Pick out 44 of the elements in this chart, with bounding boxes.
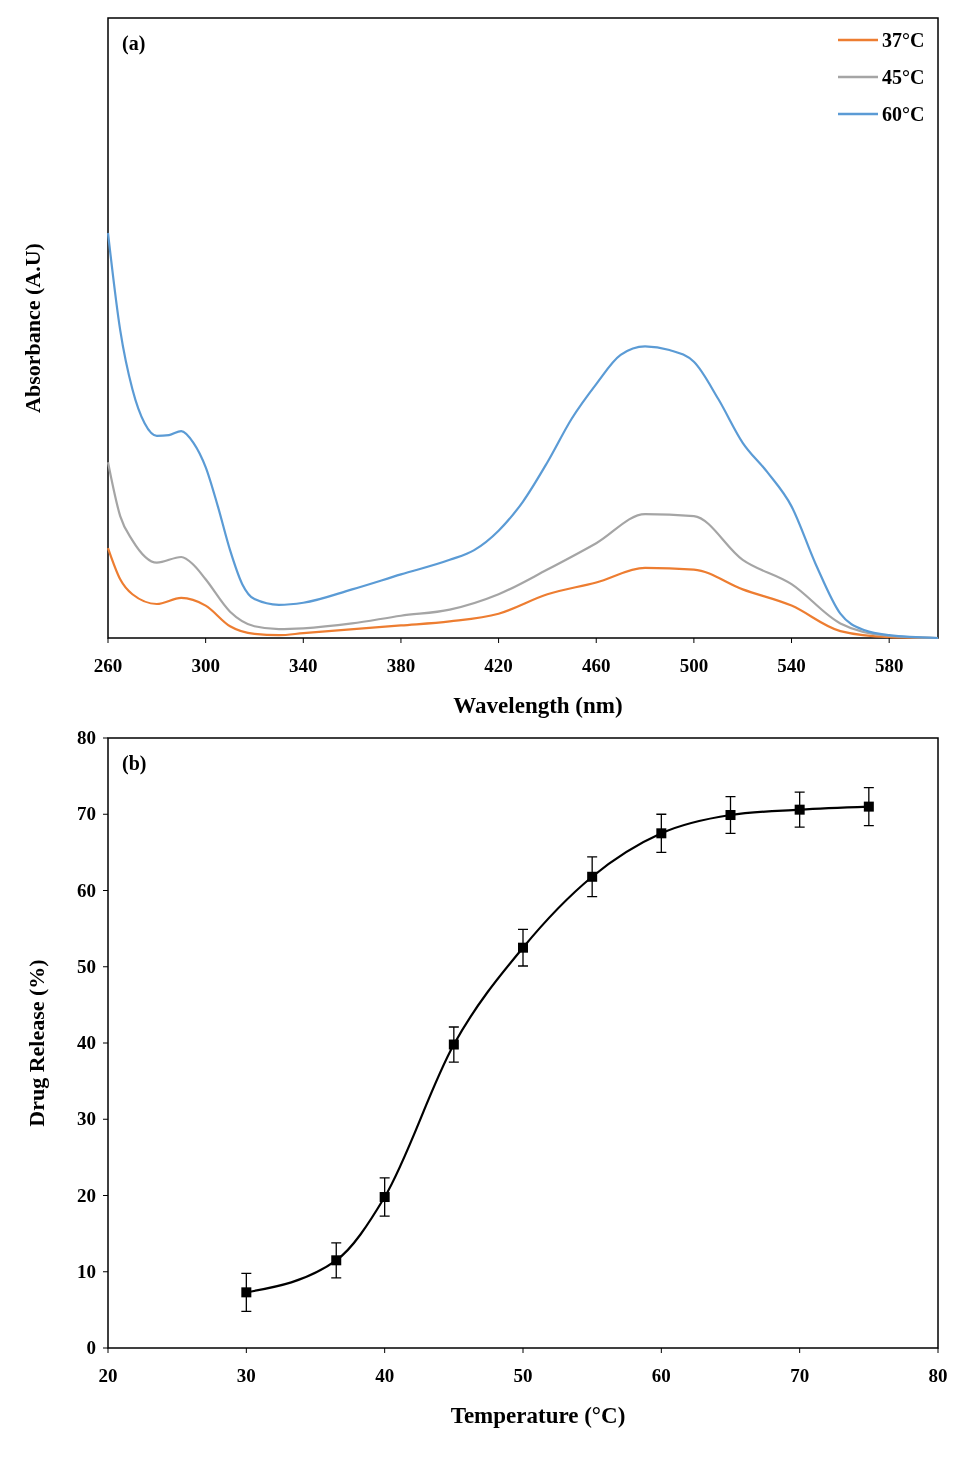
text: (b): [122, 752, 147, 775]
x-tick-label: 260: [93, 655, 123, 676]
y-tick-label: 70: [77, 803, 96, 825]
y-tick-label: 10: [77, 1260, 96, 1282]
legend-label: 37°C: [882, 29, 925, 51]
point: [379, 1192, 390, 1203]
y-tick-label: 40: [77, 1032, 96, 1053]
point: [241, 1287, 252, 1298]
x-tick-label: 380: [386, 655, 416, 676]
point: [587, 871, 598, 882]
x-tick-label: 340: [289, 655, 318, 676]
x-axis-title: Wavelength (nm): [453, 693, 623, 718]
x-tick-label: 80: [928, 1365, 948, 1386]
legend-label: 45°C: [882, 66, 925, 88]
x-tick-label: 500: [679, 655, 709, 676]
y-tick-label: 20: [77, 1184, 96, 1206]
x-tick-label: 460: [581, 655, 611, 676]
x-axis-title: Temperature (°C): [450, 1403, 626, 1428]
x-tick-label: 40: [375, 1365, 395, 1386]
y-tick-label: 80: [77, 727, 96, 748]
legend-label: 60°C: [882, 103, 925, 125]
x-tick-label: 50: [513, 1365, 533, 1386]
x-tick-label: 20: [98, 1365, 118, 1386]
point: [448, 1039, 459, 1050]
x-tick-label: 60: [651, 1365, 671, 1386]
x-tick-label: 580: [874, 655, 904, 676]
y-tick-label: 0: [86, 1337, 96, 1358]
y-tick-label: 60: [77, 879, 96, 901]
point: [863, 801, 874, 812]
point: [725, 810, 736, 821]
y-tick-label: 30: [77, 1108, 96, 1130]
y-axis-title: Absorbance (A.U): [20, 243, 45, 413]
point: [794, 804, 805, 815]
point: [656, 828, 667, 839]
x-tick-label: 70: [790, 1365, 810, 1386]
x-tick-label: 540: [777, 655, 806, 676]
chart-title: (a): [122, 32, 146, 55]
x-tick-label: 420: [484, 655, 513, 676]
y-tick-label: 50: [77, 955, 96, 977]
x-tick-label: 300: [191, 655, 220, 676]
y-axis-title: Drug Release (%): [24, 959, 49, 1127]
x-tick-label: 30: [236, 1365, 256, 1386]
point: [518, 942, 528, 953]
point: [331, 1255, 342, 1266]
